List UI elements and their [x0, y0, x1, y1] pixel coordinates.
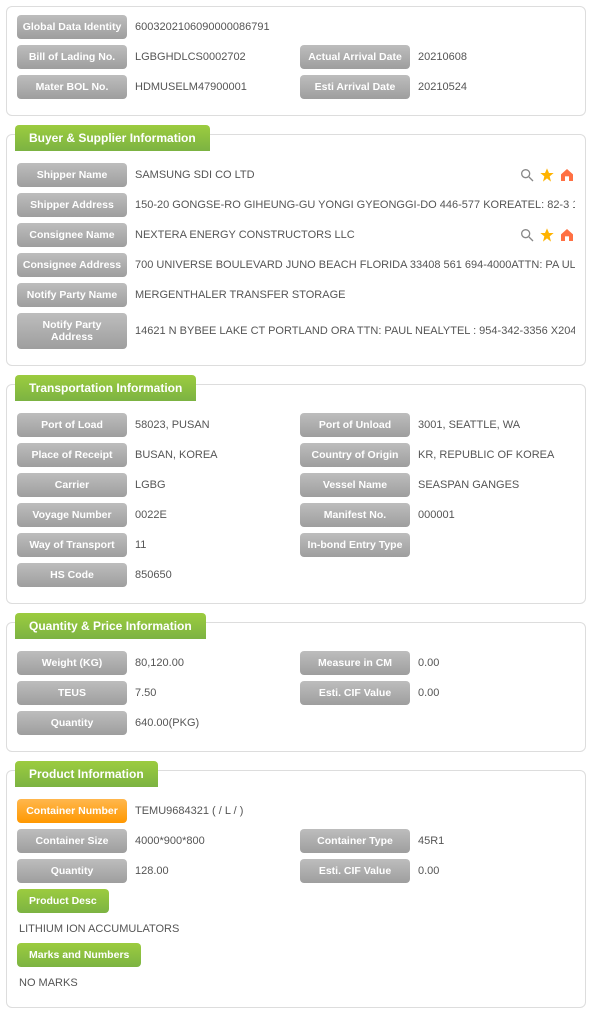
cif-label: Esti. CIF Value	[300, 681, 410, 705]
teus-value: 7.50	[135, 687, 292, 699]
notify-name-value: MERGENTHALER TRANSFER STORAGE	[135, 289, 575, 301]
product-panel: Product Information Container Number TEM…	[6, 770, 586, 1008]
pcif-value: 0.00	[418, 865, 575, 877]
wot-label: Way of Transport	[17, 533, 127, 557]
coo-label: Country of Origin	[300, 443, 410, 467]
buyer-supplier-panel: Buyer & Supplier Information Shipper Nam…	[6, 134, 586, 366]
shipper-name-value: SAMSUNG SDI CO LTD	[135, 169, 511, 181]
consignee-addr-label: Consignee Address	[17, 253, 127, 277]
notify-addr-value: 14621 N BYBEE LAKE CT PORTLAND ORA TTN: …	[135, 325, 575, 337]
quantity-panel: Quantity & Price Information Weight (KG)…	[6, 622, 586, 752]
ead-label: Esti Arrival Date	[300, 75, 410, 99]
csize-label: Container Size	[17, 829, 127, 853]
pou-label: Port of Unload	[300, 413, 410, 437]
weight-label: Weight (KG)	[17, 651, 127, 675]
cif-value: 0.00	[418, 687, 575, 699]
search-icon[interactable]	[519, 227, 535, 243]
carrier-label: Carrier	[17, 473, 127, 497]
consignee-name-value: NEXTERA ENERGY CONSTRUCTORS LLC	[135, 229, 511, 241]
transport-header: Transportation Information	[15, 375, 196, 401]
desc-value: LITHIUM ION ACCUMULATORS	[17, 919, 575, 943]
shipper-icons	[519, 167, 575, 183]
carrier-value: LGBG	[135, 479, 292, 491]
shipper-addr-value: 150-20 GONGSE-RO GIHEUNG-GU YONGI GYEONG…	[135, 199, 575, 211]
qty-label: Quantity	[17, 711, 127, 735]
gdi-label: Global Data Identity	[17, 15, 127, 39]
qty-value: 640.00(PKG)	[135, 717, 296, 729]
marks-value: NO MARKS	[17, 973, 575, 997]
star-icon[interactable]	[539, 227, 555, 243]
vessel-label: Vessel Name	[300, 473, 410, 497]
pol-value: 58023, PUSAN	[135, 419, 292, 431]
marks-label: Marks and Numbers	[17, 943, 141, 967]
ead-value: 20210524	[418, 81, 575, 93]
pol-label: Port of Load	[17, 413, 127, 437]
home-icon[interactable]	[559, 227, 575, 243]
coo-value: KR, REPUBLIC OF KOREA	[418, 449, 575, 461]
ibet-label: In-bond Entry Type	[300, 533, 410, 557]
wot-value: 11	[135, 539, 292, 551]
identity-panel: Global Data Identity 6003202106090000086…	[6, 6, 586, 116]
voyage-value: 0022E	[135, 509, 292, 521]
bol-label: Bill of Lading No.	[17, 45, 127, 69]
bol-value: LGBGHDLCS0002702	[135, 51, 292, 63]
pcif-label: Esti. CIF Value	[300, 859, 410, 883]
product-header: Product Information	[15, 761, 158, 787]
pqty-value: 128.00	[135, 865, 292, 877]
mbol-value: HDMUSELM47900001	[135, 81, 292, 93]
home-icon[interactable]	[559, 167, 575, 183]
container-no-label: Container Number	[17, 799, 127, 823]
measure-value: 0.00	[418, 657, 575, 669]
aad-label: Actual Arrival Date	[300, 45, 410, 69]
shipper-addr-label: Shipper Address	[17, 193, 127, 217]
pou-value: 3001, SEATTLE, WA	[418, 419, 575, 431]
voyage-label: Voyage Number	[17, 503, 127, 527]
manifest-value: 000001	[418, 509, 575, 521]
consignee-icons	[519, 227, 575, 243]
teus-label: TEUS	[17, 681, 127, 705]
hs-label: HS Code	[17, 563, 127, 587]
csize-value: 4000*900*800	[135, 835, 292, 847]
gdi-value: 6003202106090000086791	[135, 21, 575, 33]
por-value: BUSAN, KOREA	[135, 449, 292, 461]
por-label: Place of Receipt	[17, 443, 127, 467]
notify-addr-label: Notify Party Address	[17, 313, 127, 349]
hs-value: 850650	[135, 569, 296, 581]
desc-label: Product Desc	[17, 889, 109, 913]
ctype-value: 45R1	[418, 835, 575, 847]
vessel-value: SEASPAN GANGES	[418, 479, 575, 491]
transport-panel: Transportation Information Port of Load …	[6, 384, 586, 604]
quantity-header: Quantity & Price Information	[15, 613, 206, 639]
ctype-label: Container Type	[300, 829, 410, 853]
measure-label: Measure in CM	[300, 651, 410, 675]
container-no-value: TEMU9684321 ( / L / )	[135, 805, 575, 817]
shipper-name-label: Shipper Name	[17, 163, 127, 187]
pqty-label: Quantity	[17, 859, 127, 883]
consignee-addr-value: 700 UNIVERSE BOULEVARD JUNO BEACH FLORID…	[135, 259, 575, 271]
star-icon[interactable]	[539, 167, 555, 183]
search-icon[interactable]	[519, 167, 535, 183]
weight-value: 80,120.00	[135, 657, 292, 669]
buyer-header: Buyer & Supplier Information	[15, 125, 210, 151]
aad-value: 20210608	[418, 51, 575, 63]
mbol-label: Mater BOL No.	[17, 75, 127, 99]
manifest-label: Manifest No.	[300, 503, 410, 527]
consignee-name-label: Consignee Name	[17, 223, 127, 247]
notify-name-label: Notify Party Name	[17, 283, 127, 307]
